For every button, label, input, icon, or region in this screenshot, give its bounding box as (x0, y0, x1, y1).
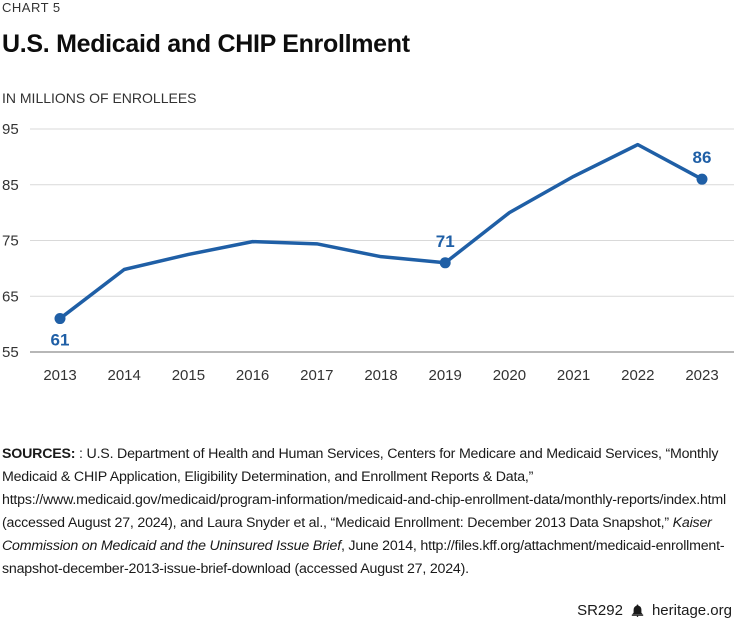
x-tick-label: 2021 (557, 367, 590, 384)
sources-note: SOURCES: : U.S. Department of Health and… (2, 443, 732, 581)
data-label: 71 (436, 232, 455, 251)
sources-text-italic: Kaiser Commission on Medicaid and the Un… (2, 515, 712, 554)
sources-text-part2: , June 2014, http://files.kff.org/attach… (2, 538, 725, 577)
data-label: 61 (51, 331, 70, 350)
report-id: SR292 (577, 602, 623, 619)
x-axis-ticks: 2013 2014 2015 2016 2017 2018 2019 2020 2021 2022… (43, 367, 718, 384)
y-tick-label: 65 (2, 288, 19, 305)
footer: SR292 heritage.org (577, 602, 732, 619)
data-labels: 61 71 86 (51, 148, 712, 349)
data-point-marker (439, 257, 451, 269)
x-tick-label: 2019 (429, 367, 462, 384)
y-tick-label: 95 (2, 121, 19, 138)
x-tick-label: 2022 (621, 367, 654, 384)
x-tick-label: 2018 (364, 367, 397, 384)
x-tick-label: 2016 (236, 367, 269, 384)
x-tick-label: 2023 (685, 367, 718, 384)
x-tick-label: 2014 (108, 367, 141, 384)
chart-number: CHART 5 (2, 0, 61, 15)
y-axis-unit-label: IN MILLIONS OF ENROLLEES (2, 90, 197, 106)
sources-label: SOURCES: (2, 446, 76, 462)
x-tick-label: 2017 (300, 367, 333, 384)
y-tick-label: 75 (2, 233, 19, 250)
data-point-marker (696, 173, 708, 185)
y-tick-label: 85 (2, 177, 19, 194)
highlight-points (54, 173, 708, 325)
y-tick-label: 55 (2, 344, 19, 361)
site-name: heritage.org (651, 602, 732, 619)
liberty-bell-icon (631, 604, 644, 617)
x-tick-label: 2015 (172, 367, 205, 384)
x-tick-label: 2020 (493, 367, 526, 384)
data-label: 86 (693, 148, 712, 167)
grid-lines (30, 128, 734, 353)
data-point-marker (54, 313, 66, 325)
chart-title: U.S. Medicaid and CHIP Enrollment (2, 30, 410, 58)
y-axis-ticks: 95 85 75 65 55 (2, 121, 19, 361)
series-lines (58, 142, 704, 321)
series-line (58, 142, 704, 321)
x-tick-label: 2013 (43, 367, 76, 384)
sources-text-part1: : U.S. Department of Health and Human Se… (2, 446, 726, 531)
